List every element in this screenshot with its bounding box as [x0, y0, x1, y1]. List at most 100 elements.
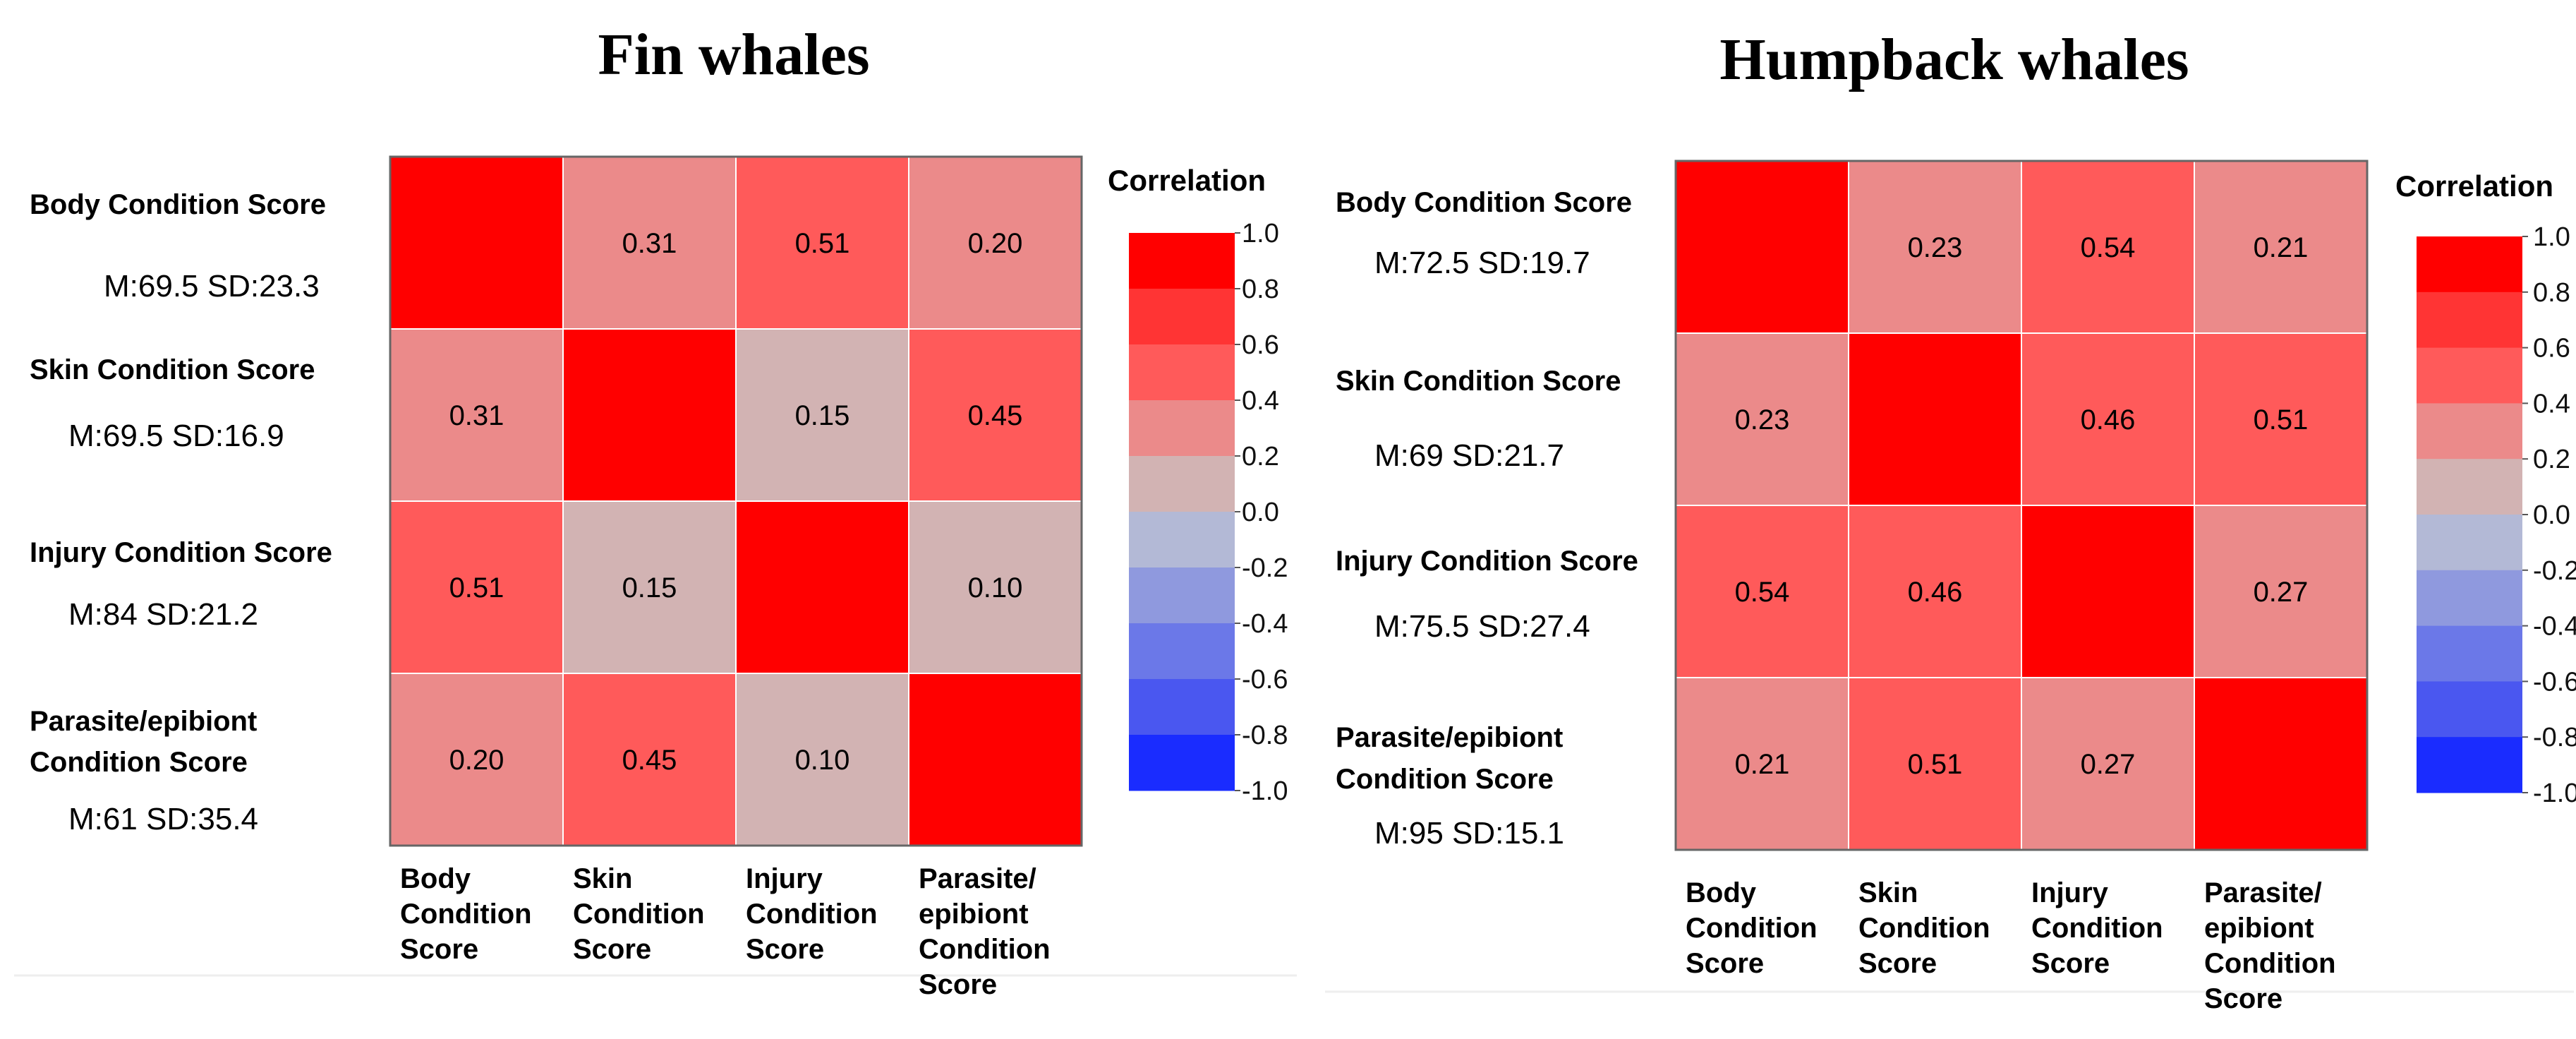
- row-label: Parasite/epibiont: [1336, 722, 1563, 753]
- heatmap-cell-r3-c1: [1675, 505, 1849, 678]
- legend-swatch: [2417, 737, 2522, 793]
- legend-swatch: [2417, 236, 2522, 293]
- heatmap-cell-r4-c1: [389, 673, 564, 846]
- legend-swatch: [2417, 681, 2522, 738]
- cell-value-label: 0.31: [622, 228, 677, 259]
- row-label: Condition Score: [1336, 764, 1554, 795]
- heatmap-cell-r2-c2: [1848, 332, 2022, 506]
- legend-tick-label: 0.2: [1242, 442, 1279, 472]
- heatmap-cell-r4-c2: [562, 673, 737, 846]
- column-label: Condition: [2204, 948, 2336, 979]
- legend-tick-label: 1.0: [2533, 222, 2570, 252]
- row-stats-label: M:95 SD:15.1: [1374, 816, 1564, 851]
- heatmap-panel-1: Fin whales 0.31 0.51 0.20 0.31 0.15 0.45 0.51 0.…: [14, 22, 1297, 1000]
- row-label: Skin Condition Score: [30, 354, 315, 385]
- legend-swatch: [2417, 515, 2522, 571]
- legend-tick-label: -0.2: [1242, 553, 1288, 583]
- row-stats-label: M:72.5 SD:19.7: [1374, 246, 1590, 280]
- legend-swatch: [2417, 625, 2522, 682]
- legend-title: Correlation: [1108, 164, 1266, 197]
- legend-tick-label: -0.8: [1242, 721, 1288, 750]
- column-label: Parasite/: [2204, 877, 2322, 908]
- cell-value-label: 0.23: [1735, 404, 1790, 436]
- cell-value-label: 0.21: [2254, 232, 2309, 263]
- cell-value-label: 0.10: [968, 572, 1023, 603]
- cell-value-label: 0.27: [2254, 577, 2309, 608]
- heatmap-cell-r1-c4: [2194, 160, 2368, 334]
- row-label: Skin Condition Score: [1336, 366, 1621, 397]
- cell-value-label: 0.27: [2081, 749, 2136, 780]
- heatmap-cell-r4-c4: [2194, 677, 2368, 851]
- cell-value-label: 0.45: [622, 745, 677, 776]
- legend-tick-label: 0.6: [1242, 330, 1279, 360]
- legend-tick-label: -0.4: [2533, 612, 2576, 642]
- cell-value-label: 0.31: [449, 400, 504, 431]
- cell-value-label: 0.54: [2081, 232, 2136, 263]
- column-label: Score: [1686, 948, 1764, 979]
- heatmap-frame: [389, 155, 1083, 847]
- cell-value-label: 0.51: [1908, 749, 1963, 780]
- legend-tick-label: 1.0: [1242, 219, 1279, 248]
- column-label: Score: [919, 969, 997, 1000]
- legend-tick-label: -0.2: [2533, 556, 2576, 586]
- heatmap-cell-r3-c3: [735, 500, 909, 674]
- legend-swatch: [1129, 344, 1235, 401]
- column-label: Skin: [573, 863, 632, 894]
- legend-tick-label: 0.8: [1242, 275, 1279, 304]
- color-legend: Correlation 1.0 0.8 0.6 0.4 0.2 0.0 -0.2 -0.4 -0.…: [2395, 169, 2576, 808]
- heatmap-cell-r1-c3: [735, 156, 909, 330]
- heatmap-cell-r2-c4: [2194, 332, 2368, 506]
- column-label: Body: [1686, 877, 1757, 908]
- heatmap-cell-r1-c1: [1675, 160, 1849, 334]
- cell-value-label: 0.54: [1735, 577, 1790, 608]
- legend-tick-label: -0.6: [1242, 665, 1288, 695]
- cell-value-label: 0.51: [449, 572, 504, 603]
- heatmap-cell-r4-c4: [908, 673, 1082, 846]
- row-label: Injury Condition Score: [30, 537, 332, 568]
- column-label: Injury: [746, 863, 823, 894]
- legend-swatch: [1129, 735, 1235, 791]
- legend-swatch: [1129, 289, 1235, 345]
- column-label: Score: [1858, 948, 1937, 979]
- column-label: Condition: [919, 934, 1051, 965]
- legend-swatch: [1129, 567, 1235, 624]
- legend-tick-label: 0.0: [2533, 500, 2570, 530]
- column-label: Score: [746, 934, 824, 965]
- heatmap-frame: [1674, 160, 2369, 851]
- row-label: Parasite/epibiont: [30, 706, 257, 737]
- chart-title: Humpback whales: [1719, 27, 2189, 92]
- heatmap-cell-r3-c4: [2194, 505, 2368, 678]
- column-label: Condition: [1858, 913, 1990, 944]
- column-label: Condition: [573, 899, 705, 930]
- column-label: Body: [400, 863, 471, 894]
- legend-swatch: [1129, 233, 1235, 289]
- legend-tick-label: 0.4: [2533, 389, 2570, 419]
- column-label: Condition: [746, 899, 878, 930]
- heatmap-cell-r3-c4: [908, 500, 1082, 674]
- legend-swatch: [2417, 459, 2522, 515]
- legend-swatch: [1129, 679, 1235, 735]
- heatmap-cell-r1-c1: [389, 156, 564, 330]
- legend-title: Correlation: [2395, 169, 2553, 203]
- row-stats-label: M:75.5 SD:27.4: [1374, 609, 1590, 644]
- column-label: Condition: [1686, 913, 1818, 944]
- legend-tick-label: -0.4: [1242, 609, 1288, 639]
- legend-swatch: [1129, 623, 1235, 680]
- cell-value-label: 0.21: [1735, 749, 1790, 780]
- row-stats-label: M:69.5 SD:23.3: [104, 269, 320, 304]
- column-label: Injury: [2031, 877, 2109, 908]
- column-label: epibiont: [919, 899, 1029, 930]
- legend-swatch: [1129, 456, 1235, 512]
- heatmap-cell-r4-c2: [1848, 677, 2022, 851]
- column-label: Skin: [1858, 877, 1918, 908]
- legend-swatch: [1129, 512, 1235, 568]
- heatmap-panel-2: Humpback whales 0.23 0.54 0.21 0.23 0.46 0.51 0…: [1325, 27, 2576, 1014]
- row-stats-label: M:69 SD:21.7: [1374, 438, 1564, 473]
- cell-value-label: 0.20: [449, 745, 504, 776]
- column-label: Score: [400, 934, 478, 965]
- heatmap-cell-r3-c2: [562, 500, 737, 674]
- legend-tick-label: 0.8: [2533, 278, 2570, 308]
- cell-value-label: 0.15: [622, 572, 677, 603]
- column-label: epibiont: [2204, 913, 2314, 944]
